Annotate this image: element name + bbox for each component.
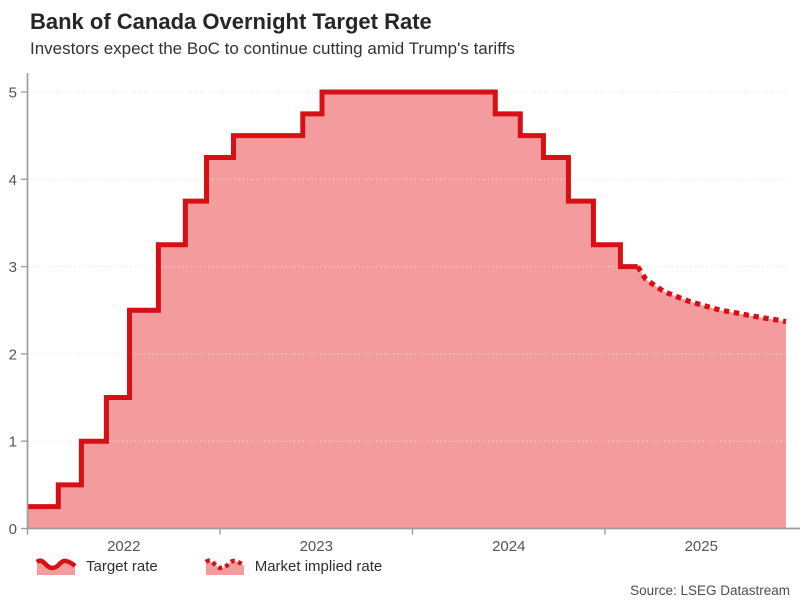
legend-label-target-rate: Target rate (86, 558, 158, 575)
source-credit: Source: LSEG Datastream (630, 583, 790, 598)
y-tick-label-2: 2 (9, 346, 17, 363)
market-implied-legend-icon (204, 558, 246, 575)
x-tick-label-2022: 2022 (107, 538, 140, 555)
legend: Target rate Market implied rate (35, 556, 428, 577)
y-tick-label-1: 1 (9, 434, 17, 451)
y-tick-label-4: 4 (9, 172, 17, 189)
y-tick-label-5: 5 (9, 85, 17, 102)
legend-item-market-implied: Market implied rate (204, 556, 383, 577)
y-tick-label-3: 3 (9, 259, 17, 276)
chart-title: Bank of Canada Overnight Target Rate (30, 9, 432, 34)
chart-subtitle: Investors expect the BoC to continue cut… (30, 39, 515, 58)
market-implied-line (635, 265, 787, 325)
x-tick-label-2023: 2023 (300, 538, 333, 555)
target-rate-line (27, 89, 638, 510)
y-tick-label-0: 0 (9, 521, 17, 538)
x-tick-label-2025: 2025 (685, 538, 718, 555)
x-tick-label-2024: 2024 (492, 538, 525, 555)
target-rate-legend-icon (35, 558, 77, 575)
rate-area-fill (27, 92, 786, 529)
legend-item-target-rate: Target rate (35, 556, 158, 577)
legend-label-market-implied: Market implied rate (254, 558, 383, 575)
